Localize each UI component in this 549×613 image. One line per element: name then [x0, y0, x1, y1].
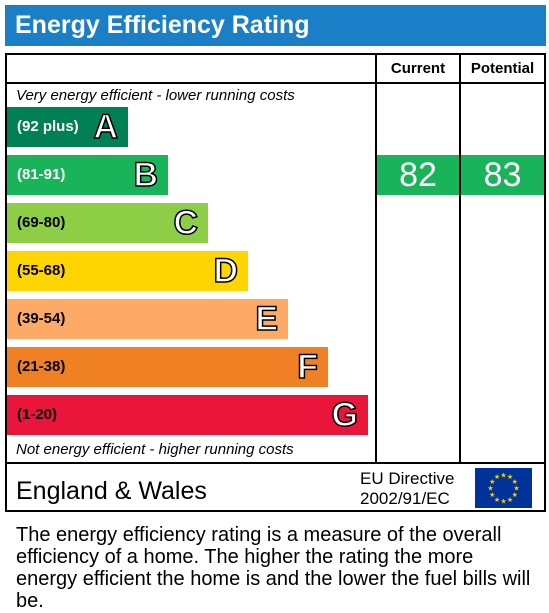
- footer-divider: [5, 462, 546, 464]
- eu-star-icon: ★: [500, 472, 506, 480]
- rating-band-d: (55-68) D: [7, 251, 248, 291]
- band-range-label: (55-68): [17, 262, 66, 279]
- band-range-label: (1-20): [17, 406, 58, 423]
- top-note: Very energy efficient - lower running co…: [16, 87, 295, 104]
- rating-band-f: (21-38) F: [7, 347, 328, 387]
- rating-band-e: (39-54) E: [7, 299, 288, 339]
- rating-table: [5, 53, 546, 512]
- current-column-divider: [375, 53, 377, 464]
- eu-star-icon: ★: [507, 496, 513, 504]
- eu-star-icon: ★: [513, 485, 519, 493]
- header-divider: [5, 82, 546, 84]
- band-range-label: (39-54): [17, 310, 66, 327]
- potential-column-divider: [459, 53, 461, 464]
- eu-flag-icon: ★ ★ ★ ★ ★ ★ ★ ★ ★ ★ ★ ★: [475, 468, 532, 508]
- eu-star-icon: ★: [512, 491, 518, 499]
- band-range-label: (81-91): [17, 166, 66, 183]
- bottom-note: Not energy efficient - higher running co…: [16, 441, 294, 458]
- band-letter: A: [93, 107, 119, 147]
- rating-band-c: (69-80) C: [7, 203, 208, 243]
- band-letter: E: [255, 299, 279, 339]
- eu-directive-line2: 2002/91/EC: [360, 489, 450, 508]
- current-column-header: Current: [390, 60, 446, 77]
- band-range-label: (21-38): [17, 358, 66, 375]
- band-letter: G: [331, 395, 359, 435]
- band-range-label: (69-80): [17, 214, 66, 231]
- region-label: England & Wales: [16, 477, 207, 505]
- eu-star-icon: ★: [512, 478, 518, 486]
- description-text: The energy efficiency rating is a measur…: [16, 524, 531, 612]
- chart-title: Energy Efficiency Rating: [5, 5, 546, 46]
- rating-band-a: (92 plus) A: [7, 107, 128, 147]
- band-letter: F: [296, 347, 318, 387]
- potential-column-header: Potential: [470, 60, 535, 77]
- eu-star-icon: ★: [507, 473, 513, 481]
- rating-band-b: (81-91) B: [7, 155, 168, 195]
- eu-star-icon: ★: [494, 473, 500, 481]
- eu-star-icon: ★: [489, 491, 495, 499]
- eu-star-icon: ★: [494, 496, 500, 504]
- eu-star-icon: ★: [500, 498, 506, 506]
- potential-rating-value: 83: [461, 155, 544, 195]
- band-letter: D: [213, 251, 239, 291]
- eu-star-icon: ★: [489, 478, 495, 486]
- band-letter: C: [173, 203, 199, 243]
- rating-band-g: (1-20) G: [7, 395, 368, 435]
- band-range-label: (92 plus): [17, 118, 79, 135]
- current-rating-value: 82: [377, 155, 459, 195]
- eu-directive: EU Directive 2002/91/EC: [360, 469, 454, 509]
- eu-star-icon: ★: [487, 485, 493, 493]
- eu-directive-line1: EU Directive: [360, 469, 455, 488]
- band-letter: B: [133, 155, 159, 195]
